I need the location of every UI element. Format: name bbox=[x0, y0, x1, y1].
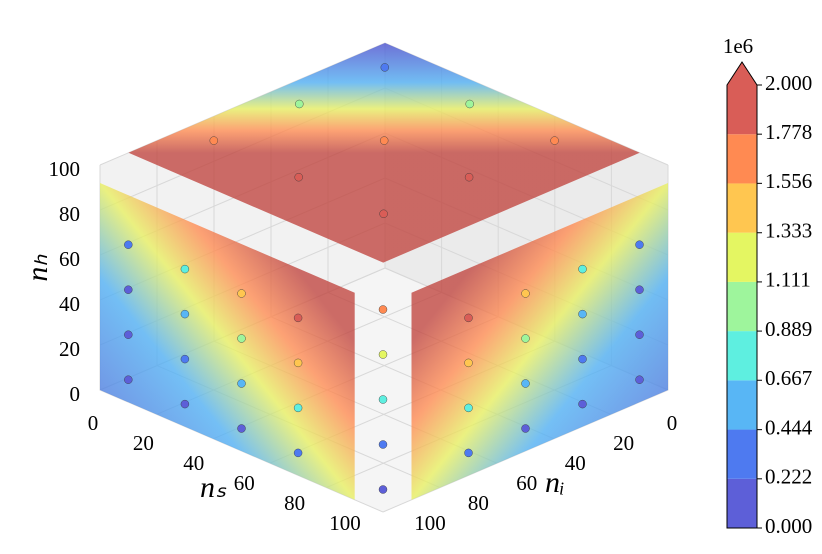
z-tick-label: 0 bbox=[70, 382, 81, 406]
point bbox=[293, 448, 303, 458]
point bbox=[464, 358, 473, 368]
z-axis-label: nₕ bbox=[21, 254, 54, 282]
colorbar-tick-label: 1.778 bbox=[765, 120, 812, 144]
point bbox=[378, 440, 388, 449]
point bbox=[378, 305, 388, 314]
point bbox=[237, 379, 246, 388]
point bbox=[124, 375, 133, 384]
point bbox=[464, 172, 474, 182]
point bbox=[521, 424, 530, 433]
point bbox=[378, 395, 388, 404]
point bbox=[293, 403, 303, 413]
point bbox=[180, 354, 190, 364]
z-tick-label: 60 bbox=[59, 247, 80, 271]
z-tick-label: 40 bbox=[59, 292, 80, 316]
colorbar: 0.000 0.222 0.444 0.667 0.889 1.111 1.333 1.556… bbox=[726, 61, 813, 538]
y-tick-label: 0 bbox=[667, 411, 678, 435]
colorbar-band bbox=[727, 183, 757, 233]
point bbox=[550, 136, 559, 145]
point bbox=[294, 172, 303, 182]
point bbox=[578, 354, 587, 364]
colorbar-band bbox=[727, 281, 757, 332]
y-axis-label: nᵢ bbox=[545, 466, 565, 499]
point bbox=[578, 264, 587, 274]
colorbar-band bbox=[727, 429, 757, 479]
point bbox=[180, 399, 190, 409]
y-tick-label: 60 bbox=[516, 471, 537, 495]
point bbox=[578, 399, 587, 409]
point bbox=[293, 313, 303, 323]
point bbox=[635, 285, 644, 294]
x-tick-label: 20 bbox=[133, 431, 154, 455]
z-tick-label: 20 bbox=[59, 337, 80, 361]
point bbox=[464, 313, 473, 323]
colorbar-tick-label: 1.111 bbox=[765, 268, 811, 292]
colorbar-band bbox=[727, 232, 757, 282]
surface bbox=[411, 183, 668, 500]
point bbox=[378, 485, 388, 494]
x-tick-label: 0 bbox=[88, 411, 99, 435]
y-tick-label: 40 bbox=[565, 451, 586, 475]
point bbox=[237, 424, 246, 433]
x-tick-label: 100 bbox=[329, 511, 361, 535]
point bbox=[209, 136, 219, 145]
point bbox=[521, 334, 530, 343]
colorbar-band bbox=[727, 331, 757, 381]
colorbar-tick-label: 0.667 bbox=[765, 366, 812, 390]
point bbox=[378, 350, 388, 359]
x-tick-label: 60 bbox=[234, 471, 255, 495]
colorbar-extend bbox=[727, 62, 757, 85]
point bbox=[124, 330, 133, 339]
point bbox=[237, 334, 246, 343]
colorbar-tick-label: 2.000 bbox=[765, 71, 812, 95]
colorbar-tick-label: 1.556 bbox=[765, 169, 812, 193]
colorbar-band bbox=[727, 380, 757, 430]
point bbox=[124, 285, 133, 294]
point bbox=[521, 379, 530, 388]
point bbox=[293, 358, 303, 368]
surface bbox=[128, 43, 640, 263]
colorbar-tick-label: 1.333 bbox=[765, 219, 812, 243]
point bbox=[380, 136, 389, 145]
x-axis-label: nₛ bbox=[200, 471, 227, 504]
colorbar-band bbox=[727, 478, 757, 528]
point bbox=[635, 240, 644, 249]
points bbox=[124, 63, 644, 494]
x-tick-label: 40 bbox=[183, 451, 204, 475]
point bbox=[464, 448, 473, 458]
x-tick-label: 80 bbox=[284, 491, 305, 515]
colorbar-tick-label: 0.889 bbox=[765, 317, 812, 341]
colorbar-band bbox=[727, 134, 757, 184]
colorbar-offset: 1e6 bbox=[723, 34, 753, 58]
point bbox=[635, 330, 644, 339]
point bbox=[237, 289, 246, 298]
point bbox=[521, 289, 530, 298]
y-tick-label: 100 bbox=[414, 511, 446, 535]
point bbox=[465, 99, 474, 109]
y-tick-label: 20 bbox=[613, 431, 634, 455]
point bbox=[180, 309, 190, 319]
point bbox=[295, 99, 304, 109]
colorbar-outline bbox=[726, 61, 758, 529]
z-tick-label: 100 bbox=[49, 157, 81, 181]
colorbar-tick-label: 0.444 bbox=[765, 415, 813, 439]
colorbar-tick-label: 0.000 bbox=[765, 514, 812, 538]
point bbox=[578, 309, 587, 319]
point bbox=[124, 240, 133, 249]
surfaces bbox=[100, 43, 668, 500]
colorbar-band bbox=[727, 85, 757, 135]
colorbar-tick-label: 0.222 bbox=[765, 465, 812, 489]
surface bbox=[100, 183, 355, 500]
point bbox=[464, 403, 473, 413]
y-tick-label: 80 bbox=[468, 491, 489, 515]
point bbox=[180, 264, 190, 274]
point bbox=[379, 209, 388, 219]
z-tick-label: 80 bbox=[59, 202, 80, 226]
point bbox=[635, 375, 644, 384]
point bbox=[380, 63, 389, 72]
